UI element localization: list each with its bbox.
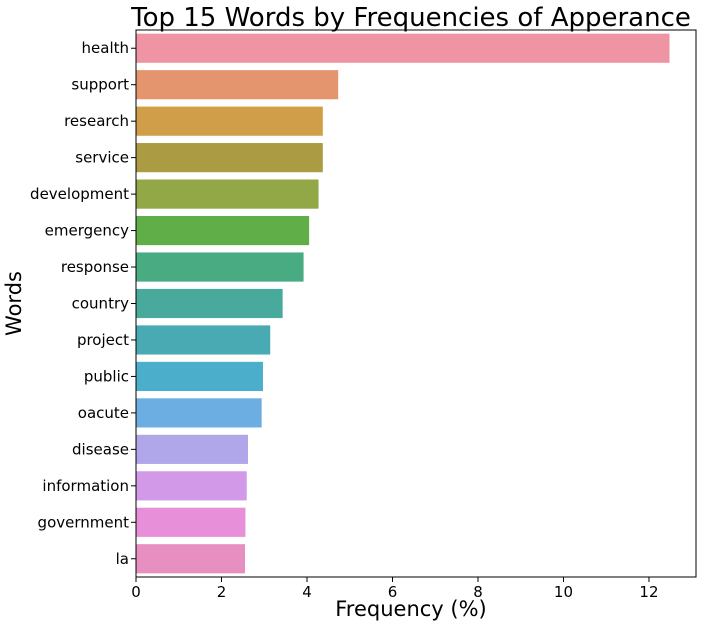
bar-disease (136, 434, 248, 464)
y-tick-label: project (77, 331, 129, 349)
bar-oacute (136, 398, 262, 428)
y-tick-label: development (30, 185, 129, 203)
bar-government (136, 507, 246, 537)
bars-group (136, 33, 670, 574)
y-tick-label: information (42, 477, 129, 495)
y-axis-label: Words (2, 271, 26, 336)
bar-response (136, 252, 304, 282)
y-axis-ticks: health support research service development e… (30, 39, 136, 568)
x-axis-ticks: 0 2 4 6 8 10 12 (131, 577, 659, 601)
bar-la (136, 544, 246, 574)
x-tick-label: 6 (388, 583, 398, 601)
bar-development (136, 179, 319, 209)
y-tick-label: oacute (78, 404, 129, 422)
x-axis-label: Frequency (%) (335, 597, 487, 621)
y-tick-label: research (64, 112, 129, 130)
y-tick-label: emergency (45, 222, 129, 240)
bar-information (136, 471, 247, 501)
y-tick-label: public (84, 367, 129, 385)
x-tick-label: 0 (131, 583, 141, 601)
chart-title: Top 15 Words by Frequencies of Apperance (130, 3, 691, 33)
plot-frame (135, 29, 697, 578)
x-tick-label: 12 (639, 583, 658, 601)
x-tick-label: 8 (473, 583, 483, 601)
bar-public (136, 361, 263, 392)
y-tick-label: country (72, 295, 129, 313)
bar-country (136, 288, 283, 319)
y-tick-label: service (75, 149, 129, 167)
y-tick-label: government (38, 513, 130, 531)
y-tick-label: disease (72, 440, 129, 458)
bar-health (136, 33, 670, 63)
y-tick-label: health (82, 39, 129, 57)
y-tick-label: response (61, 258, 129, 276)
y-tick-label: la (116, 550, 129, 568)
x-tick-label: 4 (302, 583, 312, 601)
x-tick-label: 10 (554, 583, 573, 601)
y-tick-label: support (71, 76, 129, 94)
bar-service (136, 143, 323, 173)
bar-support (136, 70, 339, 100)
bar-project (136, 325, 271, 355)
bar-research (136, 106, 323, 136)
x-tick-label: 2 (217, 583, 227, 601)
bar-emergency (136, 215, 310, 246)
